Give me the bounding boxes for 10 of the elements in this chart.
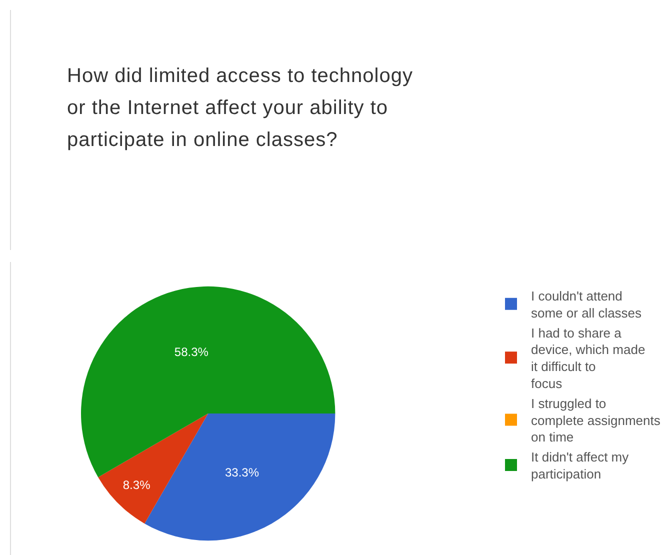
legend-label: I had to share a device, which made it difficult to focus <box>531 325 646 392</box>
data-label: 33.3% <box>224 465 260 480</box>
legend-label: I couldn't attend some or all classes <box>531 288 642 320</box>
data-label: 8.3% <box>122 478 151 492</box>
pie-slice <box>81 286 336 478</box>
data-label: 58.3% <box>174 345 209 360</box>
legend-label: I struggled to complete assignments on time <box>531 396 661 445</box>
chart-title: How did limited access to technology or the Internet affect your ability to participate in online classes? <box>67 64 414 153</box>
legend-label: It didn't affect my participation <box>531 450 630 482</box>
pie-slice <box>98 414 208 524</box>
